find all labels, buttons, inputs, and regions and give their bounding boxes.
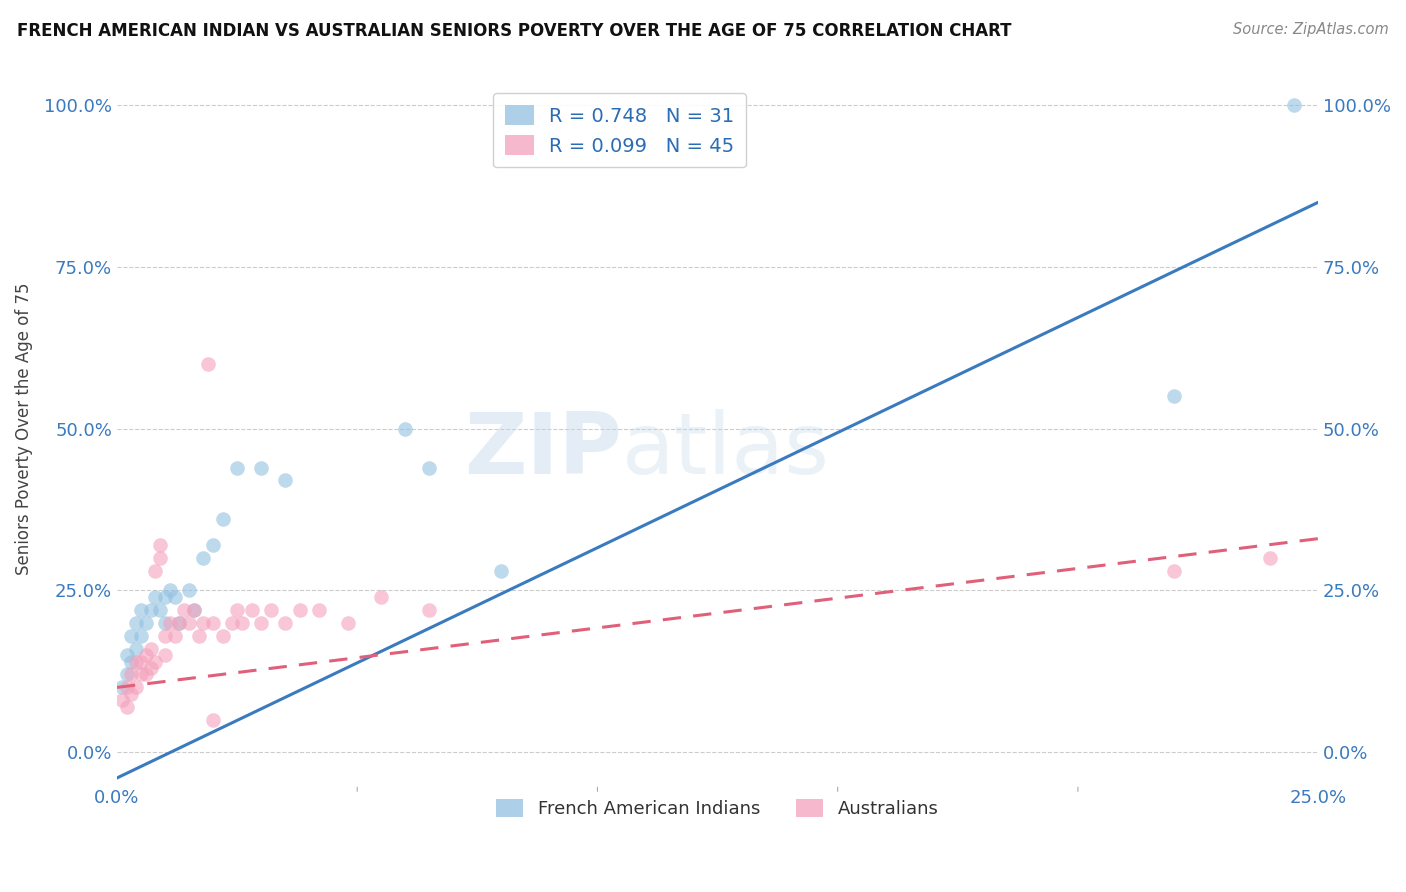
- Point: [145, 655, 167, 669]
- Point: [274, 615, 297, 630]
- Point: [231, 615, 253, 630]
- Point: [139, 641, 162, 656]
- Point: [145, 564, 167, 578]
- Point: [1258, 551, 1281, 566]
- Point: [288, 603, 311, 617]
- Point: [169, 615, 191, 630]
- Point: [394, 422, 416, 436]
- Point: [111, 693, 134, 707]
- Point: [111, 681, 134, 695]
- Point: [153, 629, 176, 643]
- Point: [183, 603, 205, 617]
- Point: [418, 460, 440, 475]
- Point: [115, 681, 138, 695]
- Point: [308, 603, 330, 617]
- Point: [240, 603, 263, 617]
- Point: [129, 655, 152, 669]
- Point: [193, 615, 215, 630]
- Point: [115, 648, 138, 662]
- Point: [135, 648, 157, 662]
- Point: [211, 629, 233, 643]
- Point: [226, 603, 249, 617]
- Point: [139, 661, 162, 675]
- Point: [370, 590, 392, 604]
- Point: [125, 641, 148, 656]
- Point: [149, 551, 172, 566]
- Point: [202, 713, 225, 727]
- Point: [115, 667, 138, 681]
- Point: [125, 655, 148, 669]
- Point: [260, 603, 283, 617]
- Point: [153, 590, 176, 604]
- Point: [139, 603, 162, 617]
- Point: [163, 629, 186, 643]
- Point: [187, 629, 209, 643]
- Point: [145, 590, 167, 604]
- Point: [169, 615, 191, 630]
- Point: [173, 603, 195, 617]
- Point: [120, 667, 142, 681]
- Y-axis label: Seniors Poverty Over the Age of 75: Seniors Poverty Over the Age of 75: [15, 283, 32, 575]
- Point: [221, 615, 243, 630]
- Point: [1163, 389, 1185, 403]
- Legend: French American Indians, Australians: French American Indians, Australians: [489, 791, 946, 825]
- Point: [274, 474, 297, 488]
- Point: [177, 615, 200, 630]
- Point: [153, 648, 176, 662]
- Point: [129, 667, 152, 681]
- Point: [159, 583, 181, 598]
- Point: [135, 615, 157, 630]
- Point: [211, 512, 233, 526]
- Point: [1163, 564, 1185, 578]
- Point: [120, 655, 142, 669]
- Text: FRENCH AMERICAN INDIAN VS AUSTRALIAN SENIORS POVERTY OVER THE AGE OF 75 CORRELAT: FRENCH AMERICAN INDIAN VS AUSTRALIAN SEN…: [17, 22, 1011, 40]
- Point: [197, 357, 219, 371]
- Point: [115, 699, 138, 714]
- Point: [418, 603, 440, 617]
- Text: atlas: atlas: [621, 409, 830, 491]
- Point: [250, 460, 273, 475]
- Point: [125, 681, 148, 695]
- Point: [202, 538, 225, 552]
- Point: [149, 603, 172, 617]
- Point: [120, 687, 142, 701]
- Point: [491, 564, 513, 578]
- Point: [149, 538, 172, 552]
- Point: [129, 603, 152, 617]
- Point: [183, 603, 205, 617]
- Point: [129, 629, 152, 643]
- Point: [120, 629, 142, 643]
- Point: [163, 590, 186, 604]
- Text: Source: ZipAtlas.com: Source: ZipAtlas.com: [1233, 22, 1389, 37]
- Point: [336, 615, 359, 630]
- Point: [226, 460, 249, 475]
- Point: [153, 615, 176, 630]
- Point: [1282, 98, 1305, 112]
- Point: [250, 615, 273, 630]
- Point: [125, 615, 148, 630]
- Point: [135, 667, 157, 681]
- Point: [193, 551, 215, 566]
- Point: [202, 615, 225, 630]
- Text: ZIP: ZIP: [464, 409, 621, 491]
- Point: [177, 583, 200, 598]
- Point: [159, 615, 181, 630]
